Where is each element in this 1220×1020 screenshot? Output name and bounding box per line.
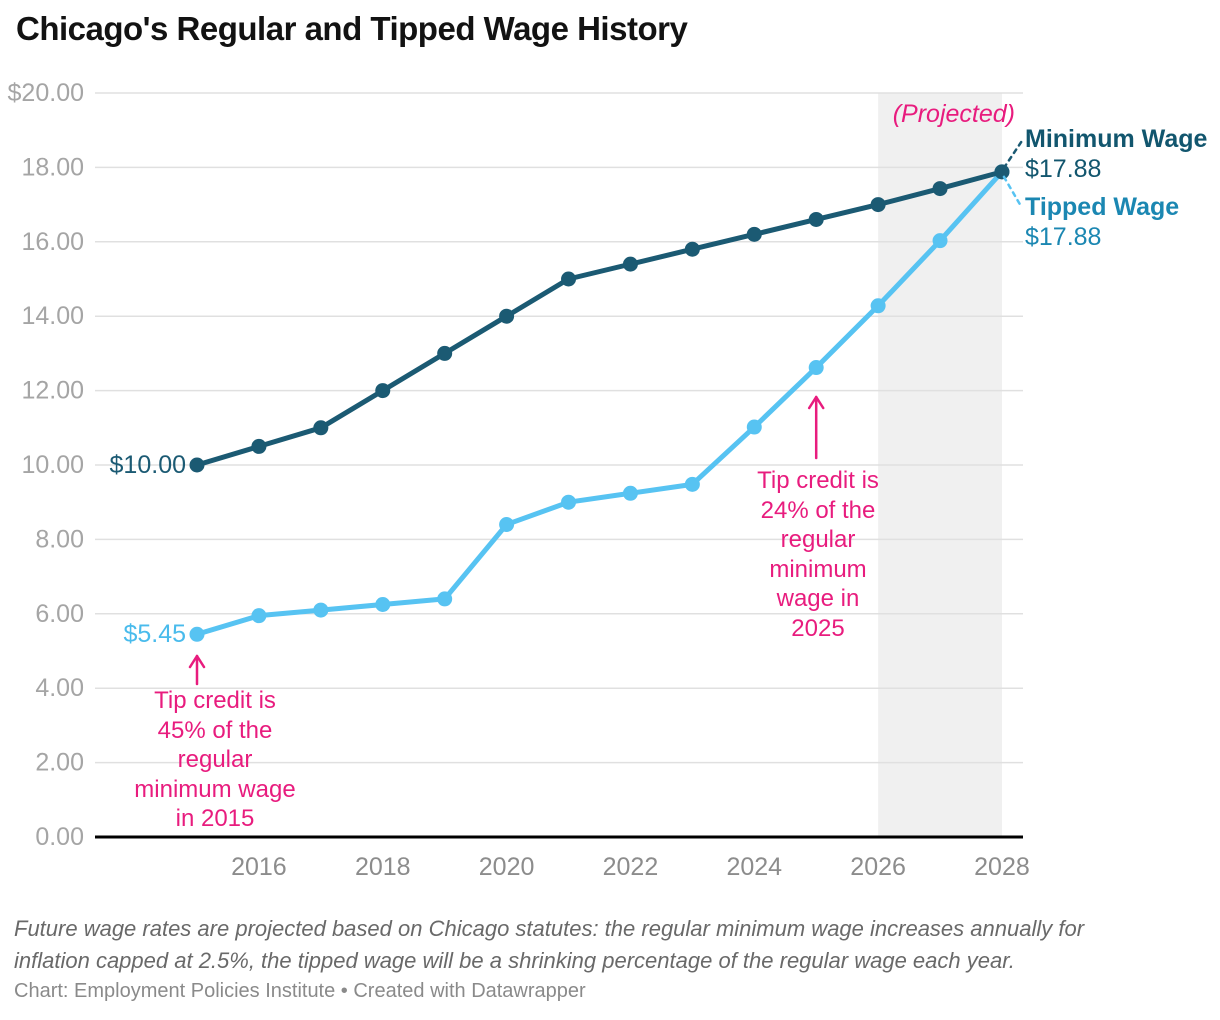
legend-tipped-wage: Tipped Wage $17.88 bbox=[1025, 192, 1179, 252]
x-tick-label: 2026 bbox=[850, 853, 906, 881]
footnote: Future wage rates are projected based on… bbox=[14, 913, 1204, 977]
y-tick-label: 6.00 bbox=[35, 600, 84, 628]
minimum-wage-start-value: $10.00 bbox=[109, 451, 186, 479]
annotation-line: regular bbox=[780, 526, 856, 553]
annotation-line: in 2015 bbox=[175, 805, 255, 832]
tipped-wage-point bbox=[251, 608, 267, 624]
x-tick-label: 2020 bbox=[479, 853, 535, 881]
legend-tipped-wage-value: $17.88 bbox=[1025, 223, 1102, 251]
tipped-wage-point bbox=[375, 597, 391, 612]
tipped-wage-point bbox=[932, 233, 948, 249]
minimum-wage-line bbox=[196, 169, 1003, 468]
tipped-wage-line bbox=[196, 170, 1004, 637]
annotation-2015-tip-credit: Tip credit is 45% of the regular minimum… bbox=[101, 686, 329, 834]
wage-history-line-chart: $20.00 18.00 16.00 14.00 12.00 10.00 8.00 6.00 4… bbox=[8, 79, 1030, 881]
footnote-line: inflation capped at 2.5%, the tipped wag… bbox=[14, 948, 1015, 973]
minimum-wage-point bbox=[622, 256, 638, 272]
tipped-wage-point bbox=[870, 298, 886, 314]
x-tick-label: 2022 bbox=[603, 853, 659, 881]
minimum-wage-point bbox=[313, 420, 329, 436]
chart-title: Chicago's Regular and Tipped Wage Histor… bbox=[16, 10, 688, 47]
source-byline: Chart: Employment Policies Institute • C… bbox=[14, 980, 586, 1002]
y-tick-label: $20.00 bbox=[8, 79, 84, 107]
annotation-arrowhead bbox=[807, 395, 825, 410]
tipped-wage-point bbox=[189, 626, 205, 642]
annotation-line: 24% of the bbox=[760, 496, 876, 524]
footnote-line: Future wage rates are projected based on… bbox=[14, 916, 1085, 941]
y-tick-label: 8.00 bbox=[35, 525, 84, 553]
minimum-wage-point bbox=[808, 211, 824, 227]
legend-connector-tipped-wage bbox=[1002, 175, 1024, 210]
minimum-wage-point bbox=[932, 181, 948, 197]
annotation-2025-tip-credit: Tip credit is 24% of the regular minimum… bbox=[731, 466, 905, 643]
annotation-line: 45% of the bbox=[157, 716, 273, 744]
x-tick-label: 2016 bbox=[231, 853, 287, 881]
y-tick-label: 10.00 bbox=[21, 451, 84, 479]
minimum-wage-point bbox=[499, 308, 515, 324]
y-tick-label: 18.00 bbox=[21, 153, 84, 181]
annotation-line: minimum wage bbox=[134, 775, 296, 803]
legend-tipped-wage-name: Tipped Wage bbox=[1025, 193, 1180, 221]
annotation-line: Tip credit is bbox=[154, 687, 276, 714]
minimum-wage-point bbox=[375, 383, 391, 399]
minimum-wage-point bbox=[251, 438, 267, 454]
legend-minimum-wage: Minimum Wage $17.88 bbox=[1025, 124, 1207, 184]
annotation-line: minimum bbox=[769, 555, 867, 583]
minimum-wage-point bbox=[437, 345, 453, 361]
annotation-arrowhead bbox=[188, 654, 206, 669]
legend-minimum-wage-name: Minimum Wage bbox=[1025, 125, 1208, 153]
annotation-line: wage in bbox=[776, 585, 860, 612]
x-tick-label: 2024 bbox=[726, 853, 782, 881]
tipped-wage-point bbox=[746, 419, 762, 435]
annotation-line: regular bbox=[177, 746, 253, 773]
minimum-wage-point bbox=[561, 271, 577, 287]
y-tick-label: 0.00 bbox=[35, 823, 84, 851]
annotation-line: 2025 bbox=[791, 614, 845, 642]
y-tick-label: 2.00 bbox=[35, 749, 84, 777]
tipped-wage-point bbox=[808, 360, 824, 376]
x-tick-label: 2028 bbox=[974, 853, 1030, 881]
tipped-wage-point bbox=[437, 591, 453, 607]
tipped-wage-point bbox=[499, 517, 515, 533]
y-tick-label: 14.00 bbox=[21, 302, 84, 330]
tipped-wage-point bbox=[622, 485, 638, 501]
projected-label: (Projected) bbox=[892, 100, 1015, 128]
minimum-wage-point bbox=[189, 457, 205, 473]
minimum-wage-point bbox=[746, 226, 762, 242]
minimum-wage-point bbox=[870, 197, 886, 213]
legend-minimum-wage-value: $17.88 bbox=[1025, 155, 1102, 183]
tipped-wage-point bbox=[313, 602, 329, 618]
legend-connector-minimum-wage bbox=[1002, 139, 1024, 170]
y-tick-label: 12.00 bbox=[21, 377, 84, 405]
tipped-wage-start-value: $5.45 bbox=[123, 620, 186, 648]
minimum-wage-point bbox=[684, 241, 700, 257]
tipped-wage-point bbox=[561, 494, 577, 510]
tipped-wage-point bbox=[684, 476, 700, 492]
annotation-line: Tip credit is bbox=[757, 467, 879, 494]
y-tick-label: 4.00 bbox=[35, 674, 84, 702]
x-tick-label: 2018 bbox=[355, 853, 411, 881]
minimum-wage-point bbox=[994, 164, 1010, 180]
y-tick-label: 16.00 bbox=[21, 228, 84, 256]
